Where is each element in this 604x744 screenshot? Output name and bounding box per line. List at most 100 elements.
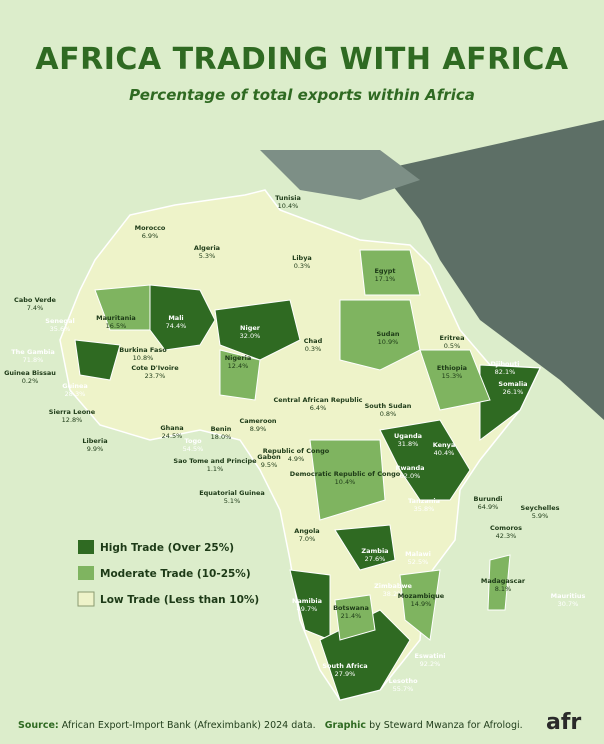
country-name: Equatorial Guinea xyxy=(199,489,265,497)
country-name: Gabon xyxy=(257,453,281,461)
country-value: 9.9% xyxy=(87,445,104,453)
country-value: 64.9% xyxy=(478,503,499,511)
country-value: 1.1% xyxy=(207,465,224,473)
country-value: 4.9% xyxy=(288,455,305,463)
country-name: Burkina Faso xyxy=(119,346,167,354)
country-name: Tunisia xyxy=(275,194,301,202)
country-name: Democratic Republic of Congo xyxy=(290,470,401,478)
country-name: Guinea Bissau xyxy=(4,369,56,377)
country-name: Ghana xyxy=(160,424,183,432)
legend-swatch xyxy=(78,566,94,580)
moderate-regions xyxy=(94,249,511,641)
country-value: 12.4% xyxy=(228,362,249,370)
legend-swatch xyxy=(77,591,95,607)
country-value: 82.1% xyxy=(495,368,516,376)
country-value: 23.7% xyxy=(145,372,166,380)
country-name: Zambia xyxy=(361,547,388,555)
country-name: Nigeria xyxy=(225,354,252,362)
country-value: 74.4% xyxy=(166,322,187,330)
country-name: Cameroon xyxy=(239,417,276,425)
country-name: Uganda xyxy=(394,432,422,440)
logo: afr xyxy=(546,710,582,735)
country-name: Tanzania xyxy=(408,497,440,505)
country-value: 40.4% xyxy=(434,449,455,457)
graphic-credit: by Steward Mwanza for Afrologi. xyxy=(369,720,523,731)
europe xyxy=(260,150,420,200)
country-value: 28.3% xyxy=(65,390,86,398)
legend-label: Moderate Trade (10-25%) xyxy=(100,568,251,580)
country-value: 16.5% xyxy=(106,322,127,330)
country-value: 92.2% xyxy=(420,660,441,668)
country-value: 5.9% xyxy=(532,512,549,520)
country-name: Guinea xyxy=(62,382,88,390)
subtitle: Percentage of total exports within Afric… xyxy=(129,86,475,104)
country-name: Chad xyxy=(304,337,323,345)
country-value: 52.5% xyxy=(408,558,429,566)
country-value: 38.2% xyxy=(383,590,404,598)
country-value: 24.5% xyxy=(162,432,183,440)
country-name: Eswatini xyxy=(415,652,446,660)
country-value: 10.9% xyxy=(378,338,399,346)
country-value: 0.3% xyxy=(305,345,322,353)
country-name: Somalia xyxy=(498,380,527,388)
country-name: Egypt xyxy=(374,267,395,275)
legend: High Trade (Over 25%) Moderate Trade (10… xyxy=(77,540,259,607)
country-name: Mauritius xyxy=(551,592,586,600)
country-value: 0.3% xyxy=(294,262,311,270)
country-value: 62.0% xyxy=(400,472,421,480)
country-value: 26.1% xyxy=(503,388,524,396)
legend-label: Low Trade (Less than 10%) xyxy=(100,594,259,606)
country-value: 35.6% xyxy=(50,325,71,333)
country-name: Angola xyxy=(294,527,319,535)
country-value: 9.5% xyxy=(261,461,278,469)
country-value: 0.8% xyxy=(380,410,397,418)
country-value: 35.8% xyxy=(414,505,435,513)
country-value: 0.5% xyxy=(444,342,461,350)
country-value: 31.8% xyxy=(398,440,419,448)
country-value: 21.4% xyxy=(341,612,362,620)
country-value: 8.1% xyxy=(495,585,512,593)
country-value: 49.7% xyxy=(297,605,318,613)
country-name: Togo xyxy=(184,437,202,445)
high-regions xyxy=(74,284,541,701)
country-name: Sierra Leone xyxy=(49,408,96,416)
country-value: 17.1% xyxy=(375,275,396,283)
footer: Source: African Export-Import Bank (Afre… xyxy=(18,720,523,731)
country-value: 27.6% xyxy=(365,555,386,563)
title: AFRICA TRADING WITH AFRICA xyxy=(35,42,569,77)
country-name: Namibia xyxy=(292,597,322,605)
country-value: 7.4% xyxy=(27,304,44,312)
source: African Export-Import Bank (Afreximbank)… xyxy=(61,720,316,731)
country-name: The Gambia xyxy=(11,348,55,356)
country-name: Malawi xyxy=(405,550,431,558)
country-name: Mali xyxy=(168,314,183,322)
country-value: 10.4% xyxy=(278,202,299,210)
country-value: 7.0% xyxy=(299,535,316,543)
country-name: Djibouti xyxy=(491,360,520,368)
country-value: 5.1% xyxy=(224,497,241,505)
country-value: 54.5% xyxy=(183,445,204,453)
country-name: Zimbabwe xyxy=(374,582,412,590)
country-name: Kenya xyxy=(433,441,456,449)
country-name: Cabo Verde xyxy=(14,296,56,304)
country-name: Seychelles xyxy=(521,504,560,512)
country-value: 32.0% xyxy=(240,332,261,340)
country-value: 5.3% xyxy=(199,252,216,260)
country-value: 15.3% xyxy=(442,372,463,380)
country-value: 42.3% xyxy=(496,532,517,540)
country-name: Madagascar xyxy=(481,577,526,585)
graphic-label: Graphic xyxy=(324,720,367,731)
legend-label: High Trade (Over 25%) xyxy=(100,542,234,554)
country-value: 6.4% xyxy=(310,404,327,412)
country-name: Cote D'Ivoire xyxy=(131,364,179,372)
country-name: Rwanda xyxy=(395,464,424,472)
country-name: Eritrea xyxy=(440,334,465,342)
arabia xyxy=(380,120,604,420)
country-name: Liberia xyxy=(82,437,107,445)
country-name: Algeria xyxy=(194,244,220,252)
country-value: 10.4% xyxy=(335,478,356,486)
legend-swatch xyxy=(78,540,94,554)
country-name: South Sudan xyxy=(365,402,412,410)
